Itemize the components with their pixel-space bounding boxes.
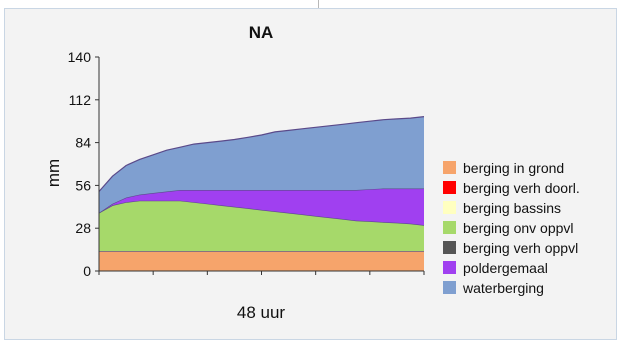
legend-label: berging bassins xyxy=(463,200,561,216)
y-axis-label: mm xyxy=(44,159,63,187)
legend-swatch xyxy=(443,181,456,194)
area-poldergemaal xyxy=(99,188,424,226)
top-divider-tick xyxy=(318,0,319,14)
legend-label: berging in grond xyxy=(463,160,564,176)
area-waterberging xyxy=(99,116,424,213)
legend: berging in grond berging verh doorl. bergi… xyxy=(443,160,580,296)
chart-title: NA xyxy=(249,23,274,42)
legend-label: berging verh doorl. xyxy=(463,180,580,196)
legend-label: berging verh oppvl xyxy=(463,240,578,256)
area-berging-in-grond xyxy=(99,251,424,271)
area-chart: NA 48 uur mm 140 112 84 56 28 0 berging in gr… xyxy=(44,23,580,322)
axes-group: 140 112 84 56 28 0 xyxy=(68,49,425,279)
y-tick-label: 112 xyxy=(69,92,92,108)
legend-swatch xyxy=(443,281,456,294)
area-edge-line xyxy=(98,116,425,192)
legend-label: berging onv oppvl xyxy=(463,220,574,236)
legend-swatch xyxy=(443,201,456,214)
y-tick-label: 28 xyxy=(75,220,91,236)
y-tick-label: 56 xyxy=(75,177,91,193)
y-tick-label: 140 xyxy=(68,49,92,65)
y-tick-label: 84 xyxy=(75,135,91,151)
legend-label: poldergemaal xyxy=(463,260,548,276)
area-series-group xyxy=(98,116,425,271)
legend-swatch xyxy=(443,261,456,274)
legend-label: waterberging xyxy=(462,280,544,296)
y-tick-label: 0 xyxy=(83,263,91,279)
legend-swatch xyxy=(443,161,456,174)
area-berging-onv-oppvl xyxy=(99,200,424,252)
legend-swatch xyxy=(443,241,456,254)
legend-swatch xyxy=(443,221,456,234)
x-axis-label: 48 uur xyxy=(237,303,286,322)
